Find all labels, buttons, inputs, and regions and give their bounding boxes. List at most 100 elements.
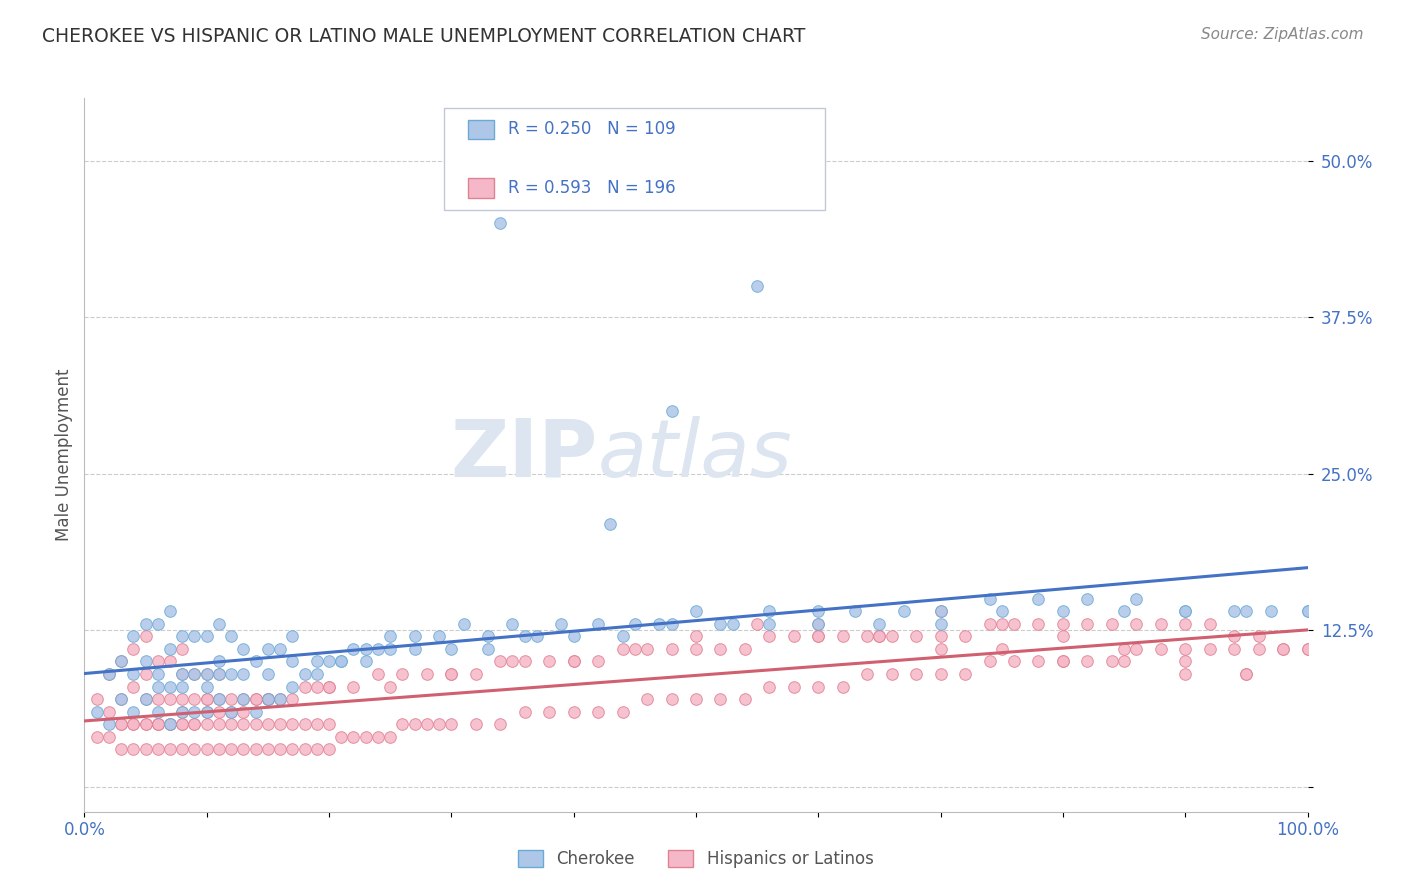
Point xyxy=(391,717,413,731)
Point xyxy=(195,692,218,706)
Point xyxy=(135,630,157,644)
Point xyxy=(1002,616,1025,631)
Point xyxy=(122,705,145,719)
Point xyxy=(135,692,157,706)
Point xyxy=(305,655,328,669)
Point xyxy=(1260,604,1282,618)
Point xyxy=(586,705,609,719)
Point xyxy=(269,742,291,756)
Point xyxy=(929,667,952,681)
Point xyxy=(342,730,364,744)
Point xyxy=(1174,667,1197,681)
Point xyxy=(1296,642,1319,657)
Point xyxy=(183,630,205,644)
Point xyxy=(86,692,108,706)
Point xyxy=(172,705,194,719)
Point xyxy=(464,717,486,731)
Point xyxy=(427,630,450,644)
Point xyxy=(538,705,561,719)
Point xyxy=(219,705,242,719)
Point xyxy=(159,655,181,669)
Point xyxy=(624,642,647,657)
Point xyxy=(195,667,218,681)
Point xyxy=(807,604,830,618)
Point xyxy=(1125,616,1147,631)
Point xyxy=(1028,655,1050,669)
Point xyxy=(245,705,267,719)
Point xyxy=(440,717,463,731)
Point xyxy=(257,667,280,681)
Point xyxy=(86,730,108,744)
Point xyxy=(318,680,340,694)
Text: CHEROKEE VS HISPANIC OR LATINO MALE UNEMPLOYMENT CORRELATION CHART: CHEROKEE VS HISPANIC OR LATINO MALE UNEM… xyxy=(42,27,806,45)
Point xyxy=(990,616,1012,631)
Point xyxy=(1223,604,1246,618)
Point xyxy=(685,604,707,618)
Point xyxy=(1198,616,1220,631)
Point xyxy=(159,717,181,731)
Point xyxy=(219,692,242,706)
Point xyxy=(1125,642,1147,657)
Point xyxy=(183,667,205,681)
Point xyxy=(453,616,475,631)
Point xyxy=(135,667,157,681)
Point xyxy=(122,630,145,644)
Point xyxy=(586,616,609,631)
Point xyxy=(318,680,340,694)
Point xyxy=(1028,591,1050,606)
Point xyxy=(513,705,536,719)
Point xyxy=(831,630,853,644)
Point xyxy=(294,680,316,694)
Point xyxy=(513,630,536,644)
Point xyxy=(318,717,340,731)
Text: R = 0.250   N = 109: R = 0.250 N = 109 xyxy=(508,120,675,138)
Point xyxy=(294,717,316,731)
Point xyxy=(172,692,194,706)
Point xyxy=(135,742,157,756)
Point xyxy=(257,642,280,657)
Point xyxy=(172,717,194,731)
Point xyxy=(232,717,254,731)
Point xyxy=(562,630,585,644)
Point xyxy=(135,717,157,731)
Point xyxy=(97,730,120,744)
Point xyxy=(869,630,891,644)
Point xyxy=(245,742,267,756)
Point xyxy=(232,692,254,706)
Point xyxy=(562,655,585,669)
Point xyxy=(294,667,316,681)
Point xyxy=(685,642,707,657)
Point xyxy=(831,680,853,694)
Point xyxy=(501,616,523,631)
Point xyxy=(1028,616,1050,631)
Point xyxy=(110,655,132,669)
Point xyxy=(1174,604,1197,618)
Point xyxy=(1174,616,1197,631)
Point xyxy=(219,742,242,756)
Point xyxy=(807,616,830,631)
Point xyxy=(354,642,377,657)
Point xyxy=(146,655,169,669)
Point xyxy=(172,667,194,681)
Point xyxy=(305,667,328,681)
Point xyxy=(747,616,769,631)
Point xyxy=(721,616,744,631)
Point xyxy=(245,692,267,706)
Point xyxy=(905,630,928,644)
Point xyxy=(208,742,231,756)
Point xyxy=(257,692,280,706)
Point xyxy=(380,680,402,694)
Point xyxy=(856,667,879,681)
Point xyxy=(172,667,194,681)
Point xyxy=(758,616,780,631)
Point xyxy=(195,630,218,644)
Point xyxy=(758,604,780,618)
Point xyxy=(318,655,340,669)
Point xyxy=(562,705,585,719)
Point xyxy=(661,616,683,631)
Point xyxy=(110,692,132,706)
Point xyxy=(477,630,499,644)
Point xyxy=(208,692,231,706)
Point xyxy=(440,642,463,657)
Point xyxy=(146,680,169,694)
